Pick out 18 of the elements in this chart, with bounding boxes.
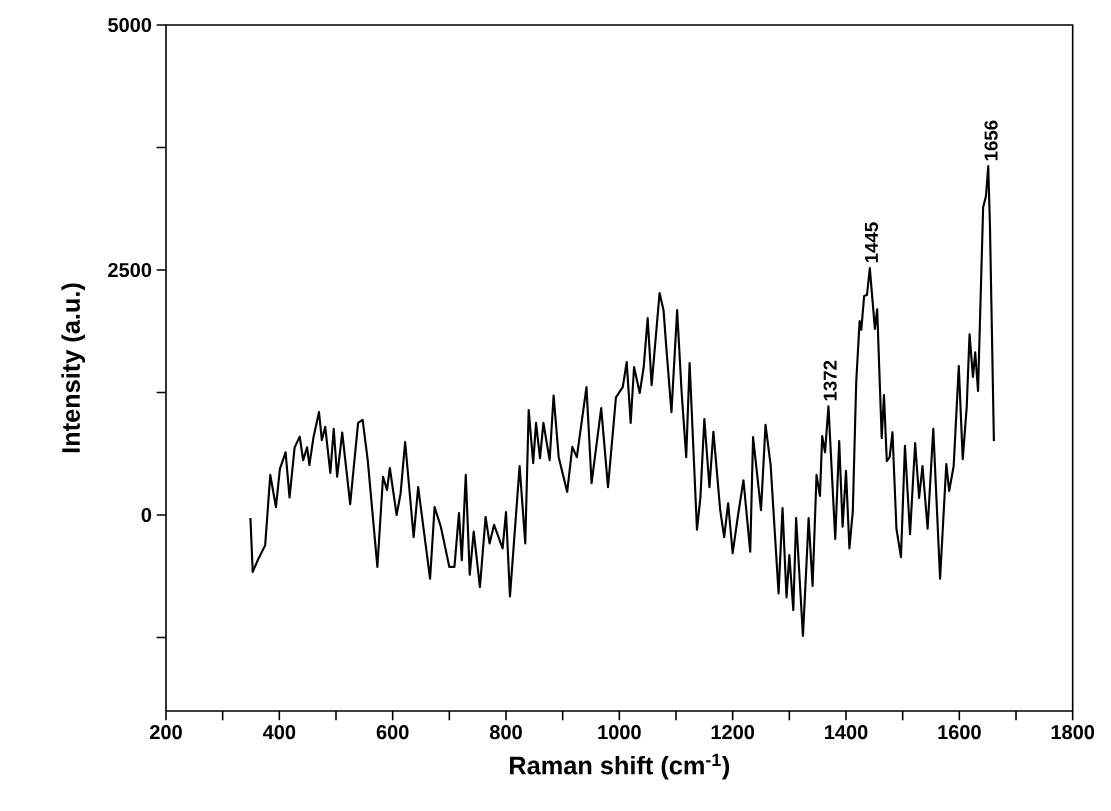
x-tick-label: 800 <box>489 725 522 740</box>
x-tick-label: 400 <box>262 725 296 740</box>
y-axis-title: Intensity (a.u.) <box>61 283 85 453</box>
line-series <box>249 165 995 638</box>
x-tick-label: 200 <box>150 725 182 740</box>
y-tick-label: 5000 <box>108 17 152 33</box>
y-tick-label: 2500 <box>108 262 152 278</box>
x-tick-label: 600 <box>376 725 409 740</box>
annotation: 1372 <box>823 360 837 401</box>
x-tick-label: 1400 <box>825 725 868 740</box>
x-tick-label: 1200 <box>711 725 755 740</box>
annotation: 1656 <box>984 120 998 161</box>
x-tick-label: 1000 <box>598 725 641 740</box>
x-axis-title: Raman shift (cm$^{-1}$) <box>510 753 730 780</box>
x-tick-label: 1600 <box>938 725 981 740</box>
y-tick-label: 0 <box>141 507 152 523</box>
x-tick-label: 1800 <box>1051 725 1095 740</box>
annotation: 1445 <box>865 222 879 263</box>
